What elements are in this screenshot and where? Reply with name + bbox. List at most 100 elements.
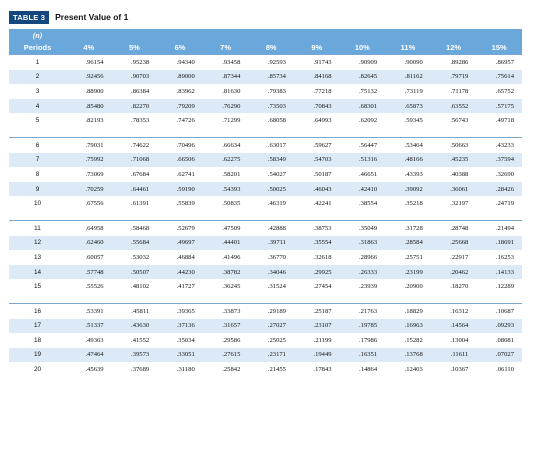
value-cell: .70259 <box>66 181 112 197</box>
rate-column-header: 5% <box>128 43 140 52</box>
value-cell: .63017 <box>267 141 286 149</box>
value-cell: .20462 <box>430 264 477 280</box>
value-cell: .65752 <box>495 87 514 95</box>
value-cell: .21763 <box>359 307 378 315</box>
value-cell: .46884 <box>176 253 195 261</box>
value-cell: .08081 <box>495 336 514 344</box>
period-cell: 8 <box>35 170 40 178</box>
value-cell: .58468 <box>131 224 150 232</box>
table-row: 10 .67556 .61391 .55839 .50835 .46319 .42241 .3… <box>9 196 522 211</box>
value-cell: .32618 <box>313 253 332 261</box>
table-caption: Present Value of 1 <box>55 12 129 22</box>
table-row: 5 .82193 .78353 .74726 .71299 .68058 .64993 .62… <box>9 113 522 128</box>
period-cell: 7 <box>9 152 66 168</box>
value-cell: .35218 <box>404 200 423 208</box>
value-cell: .27615 <box>202 347 249 363</box>
n-label: (n) <box>9 29 66 41</box>
value-cell: .73069 <box>85 170 104 178</box>
value-cell: .62092 <box>359 117 378 125</box>
value-cell: .50025 <box>248 181 294 197</box>
value-cell: .74622 <box>131 141 150 149</box>
value-cell: .53464 <box>404 141 423 149</box>
period-cell: 10 <box>33 200 42 208</box>
table-row: 20 .45639 .37689 .31180 .25842 .21455 .17843 .1… <box>9 362 522 377</box>
value-cell: .66506 <box>157 152 203 168</box>
period-cell: 5 <box>35 117 40 125</box>
value-cell: .95238 <box>131 58 150 66</box>
periods-column-header: Periods <box>23 43 52 52</box>
value-cell: .36061 <box>430 181 477 197</box>
value-cell: .75614 <box>476 69 522 85</box>
value-cell: .39365 <box>176 307 195 315</box>
value-cell: .94340 <box>176 58 195 66</box>
value-cell: .35034 <box>176 336 195 344</box>
value-cell: .26333 <box>339 264 386 280</box>
group-gap <box>9 210 522 221</box>
value-cell: .84168 <box>293 69 340 85</box>
value-cell: .19449 <box>293 347 340 363</box>
period-cell: 11 <box>34 224 41 232</box>
value-cell: .28584 <box>385 235 431 251</box>
value-cell: .67556 <box>85 200 104 208</box>
value-cell: .90703 <box>111 69 158 85</box>
value-cell: .25751 <box>404 253 423 261</box>
value-cell: .15282 <box>404 336 423 344</box>
value-cell: .61391 <box>131 200 150 208</box>
rate-column-header: 7% <box>220 43 231 52</box>
value-cell: .53032 <box>131 253 150 261</box>
value-cell: .46319 <box>267 200 286 208</box>
value-cell: .71068 <box>111 152 158 168</box>
value-cell: .52679 <box>176 224 195 232</box>
value-cell: .49718 <box>495 117 514 125</box>
value-cell: .38753 <box>313 224 332 232</box>
value-cell: .13004 <box>450 336 469 344</box>
value-cell: .55839 <box>176 200 195 208</box>
value-cell: .74726 <box>176 117 195 125</box>
rate-column-header: 12% <box>446 43 462 52</box>
value-cell: .64958 <box>85 224 104 232</box>
value-cell: .59627 <box>313 141 332 149</box>
rate-column-header: 4% <box>83 43 95 52</box>
period-cell: 15 <box>33 283 42 291</box>
value-cell: .25025 <box>267 336 286 344</box>
value-cell: .64993 <box>313 117 332 125</box>
value-cell: .43393 <box>404 170 423 178</box>
value-cell: .21455 <box>267 366 286 374</box>
value-cell: .87344 <box>202 69 249 85</box>
value-cell: .43233 <box>495 141 514 149</box>
value-cell: .79209 <box>157 98 203 114</box>
value-cell: .55684 <box>111 235 158 251</box>
value-cell: .13768 <box>385 347 431 363</box>
value-cell: .40388 <box>450 170 469 178</box>
value-cell: .37594 <box>476 152 522 168</box>
value-cell: .27454 <box>313 283 332 291</box>
group-gap <box>9 127 522 138</box>
value-cell: .79383 <box>267 87 286 95</box>
table-row: 3 .88900 .86384 .83962 .81630 .79383 .77218 .75… <box>9 84 522 99</box>
value-cell: .89000 <box>157 69 203 85</box>
value-cell: .16351 <box>339 347 386 363</box>
value-cell: .82193 <box>85 117 104 125</box>
value-cell: .42410 <box>339 181 386 197</box>
value-cell: .49697 <box>157 235 203 251</box>
value-cell: .37689 <box>131 366 150 374</box>
value-cell: .68058 <box>267 117 286 125</box>
value-cell: .10687 <box>495 307 514 315</box>
table-row: 9.70259.64461.59190.54393.50025.46043.42… <box>9 181 522 197</box>
value-cell: .27027 <box>248 318 294 334</box>
value-cell: .93458 <box>222 58 241 66</box>
value-cell: .92593 <box>267 58 286 66</box>
value-cell: .18691 <box>476 235 522 251</box>
value-cell: .42888 <box>267 224 286 232</box>
table-body: 1 .96154 .95238 .94340 .93458 .92593 .91743 .90… <box>9 54 522 377</box>
value-cell: .23939 <box>359 283 378 291</box>
value-cell: .43630 <box>111 318 158 334</box>
value-cell: .16963 <box>385 318 431 334</box>
group-gap <box>9 293 522 304</box>
value-cell: .33873 <box>222 307 241 315</box>
value-cell: .24719 <box>495 200 514 208</box>
value-cell: .56447 <box>359 141 378 149</box>
value-cell: .70496 <box>176 141 195 149</box>
value-cell: .23171 <box>248 347 294 363</box>
value-cell: .41727 <box>176 283 195 291</box>
